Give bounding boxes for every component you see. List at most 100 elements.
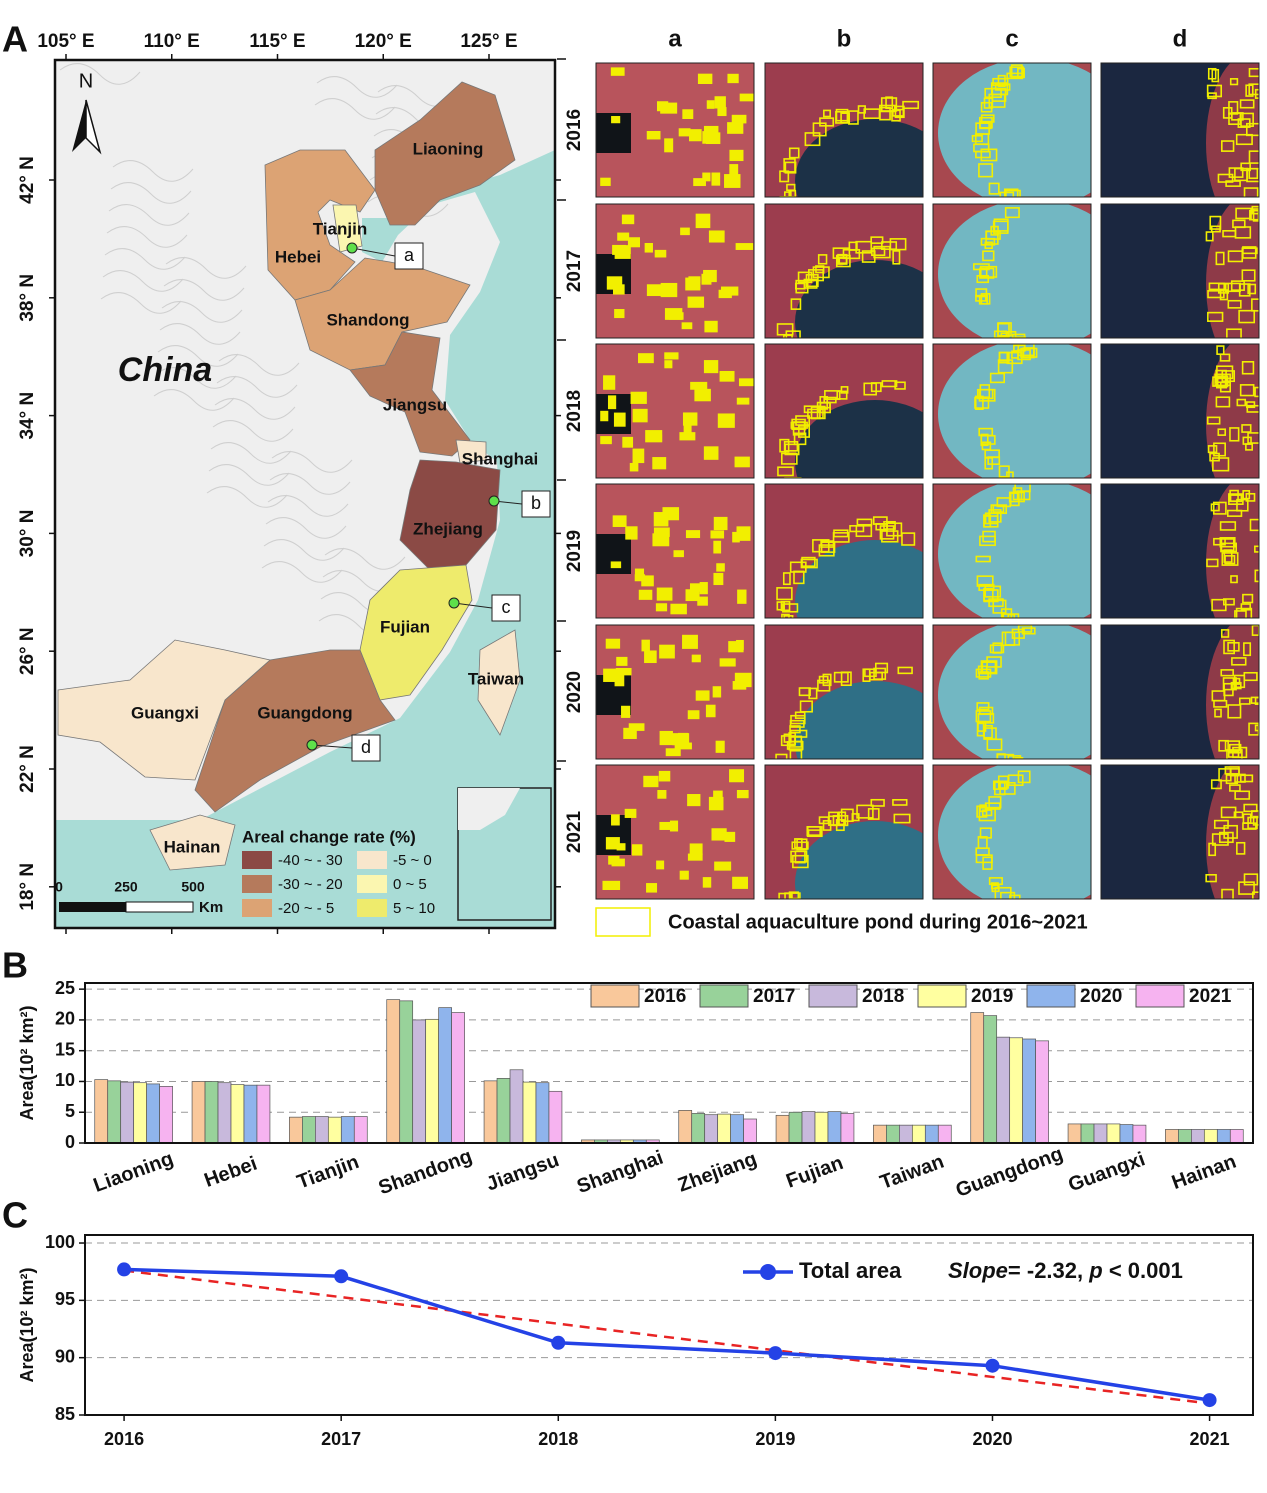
pond-outline xyxy=(627,237,640,248)
pond-outline xyxy=(835,108,849,122)
pond-outline xyxy=(1234,610,1247,618)
pond-outline xyxy=(790,298,802,310)
pond-outline xyxy=(670,603,687,615)
pond-outline xyxy=(870,236,884,244)
bar xyxy=(717,1113,731,1144)
map-panel: Liaoning Hebei Tianjin Shandong Jiangsu Shang… xyxy=(17,31,561,934)
pond-outline xyxy=(1239,384,1255,397)
lat-label: 26° N xyxy=(17,627,38,675)
year-label: 2017 xyxy=(564,250,585,292)
pond-outline xyxy=(688,276,701,284)
y-tick-label: 15 xyxy=(55,1039,75,1059)
callout-box xyxy=(351,734,381,762)
pond-outline xyxy=(980,434,996,445)
pond-outline xyxy=(980,660,998,675)
y-tick-label: 5 xyxy=(65,1101,75,1121)
relief xyxy=(163,279,245,301)
pond-outline xyxy=(1246,401,1256,409)
bar xyxy=(340,1116,355,1144)
pond-outline xyxy=(815,265,825,274)
pond-outline xyxy=(1218,831,1234,844)
pond-outline xyxy=(1221,888,1234,899)
pond-outline xyxy=(999,191,1015,197)
x-tick-label: 2017 xyxy=(321,1429,361,1449)
pond-outline xyxy=(711,828,727,841)
lat-label: 30° N xyxy=(17,510,38,558)
site-label: d xyxy=(361,737,371,757)
pond-outline xyxy=(1215,251,1225,266)
relief xyxy=(269,473,351,495)
pond-outline xyxy=(679,870,689,880)
lon-label: 120° E xyxy=(355,31,412,52)
relief xyxy=(110,182,192,204)
relief xyxy=(324,548,406,570)
pond-outline xyxy=(1240,162,1251,172)
point xyxy=(768,1346,783,1361)
bar xyxy=(315,1116,329,1144)
pond-outline xyxy=(1248,67,1259,78)
province xyxy=(57,639,271,781)
pond-outline xyxy=(1228,743,1242,754)
legend-label: 2020 xyxy=(1080,986,1122,1007)
legend-label: -20 ~ - 5 xyxy=(278,900,334,917)
pond-outline xyxy=(713,572,724,586)
pond-outline xyxy=(870,798,885,807)
callout-box xyxy=(491,594,521,622)
site-marker xyxy=(346,242,358,254)
pond-outline xyxy=(894,381,906,390)
pond-outline xyxy=(682,412,698,426)
pond-outline xyxy=(790,850,808,863)
pond-outline xyxy=(818,816,830,825)
pond-outline xyxy=(1207,290,1225,299)
pond-outline xyxy=(695,690,710,701)
pond-outline xyxy=(979,267,995,279)
pond-outline xyxy=(1220,669,1234,677)
pond-outline xyxy=(1236,498,1249,512)
satellite-tile xyxy=(596,765,754,899)
pond-outline xyxy=(664,308,683,320)
satellite-tile xyxy=(1101,484,1259,618)
pond-outline xyxy=(652,533,670,547)
pond-outline xyxy=(1245,443,1253,451)
bar xyxy=(191,1081,206,1144)
pond-outline xyxy=(848,110,859,125)
pond-outline xyxy=(727,122,744,134)
pond-outline xyxy=(600,177,611,186)
annotation-part: = -2.32, xyxy=(1008,1258,1089,1283)
pond-outline xyxy=(656,101,669,112)
pond-outline xyxy=(1021,627,1036,635)
province-label: Tianjin xyxy=(313,219,367,238)
bar xyxy=(548,1090,563,1144)
pond-outline xyxy=(732,876,749,889)
country-label: China xyxy=(118,351,212,389)
pond-outline xyxy=(656,860,665,870)
pond-outline xyxy=(806,825,821,837)
pond-outline xyxy=(790,714,806,725)
bar xyxy=(1080,1123,1095,1144)
pond-outline xyxy=(891,109,901,122)
pond-outline xyxy=(1254,696,1259,705)
pond-outline xyxy=(602,880,621,891)
pond-outline xyxy=(600,410,609,422)
pond-outline xyxy=(687,794,701,807)
pond-outline xyxy=(824,390,841,401)
pond-outline xyxy=(1219,353,1231,362)
pond-outline xyxy=(1224,555,1236,565)
province-label: Jiangsu xyxy=(383,395,447,414)
pond-outline xyxy=(1209,452,1220,462)
pond-outline xyxy=(687,853,703,861)
pond-outline xyxy=(1205,873,1217,883)
pond-outline xyxy=(975,150,991,159)
pond-outline xyxy=(714,96,726,109)
pond-outline xyxy=(625,526,638,540)
inset-land xyxy=(458,788,520,830)
pond-outline xyxy=(835,254,851,268)
pond-outline xyxy=(1207,311,1224,322)
pond-outline xyxy=(689,583,706,592)
pond-outline xyxy=(646,284,664,297)
y-tick-label: 20 xyxy=(55,1009,75,1029)
pond-outline xyxy=(703,269,717,283)
satellite-tile xyxy=(596,484,754,618)
pond-outline xyxy=(679,432,696,441)
tile-frame xyxy=(595,343,755,479)
